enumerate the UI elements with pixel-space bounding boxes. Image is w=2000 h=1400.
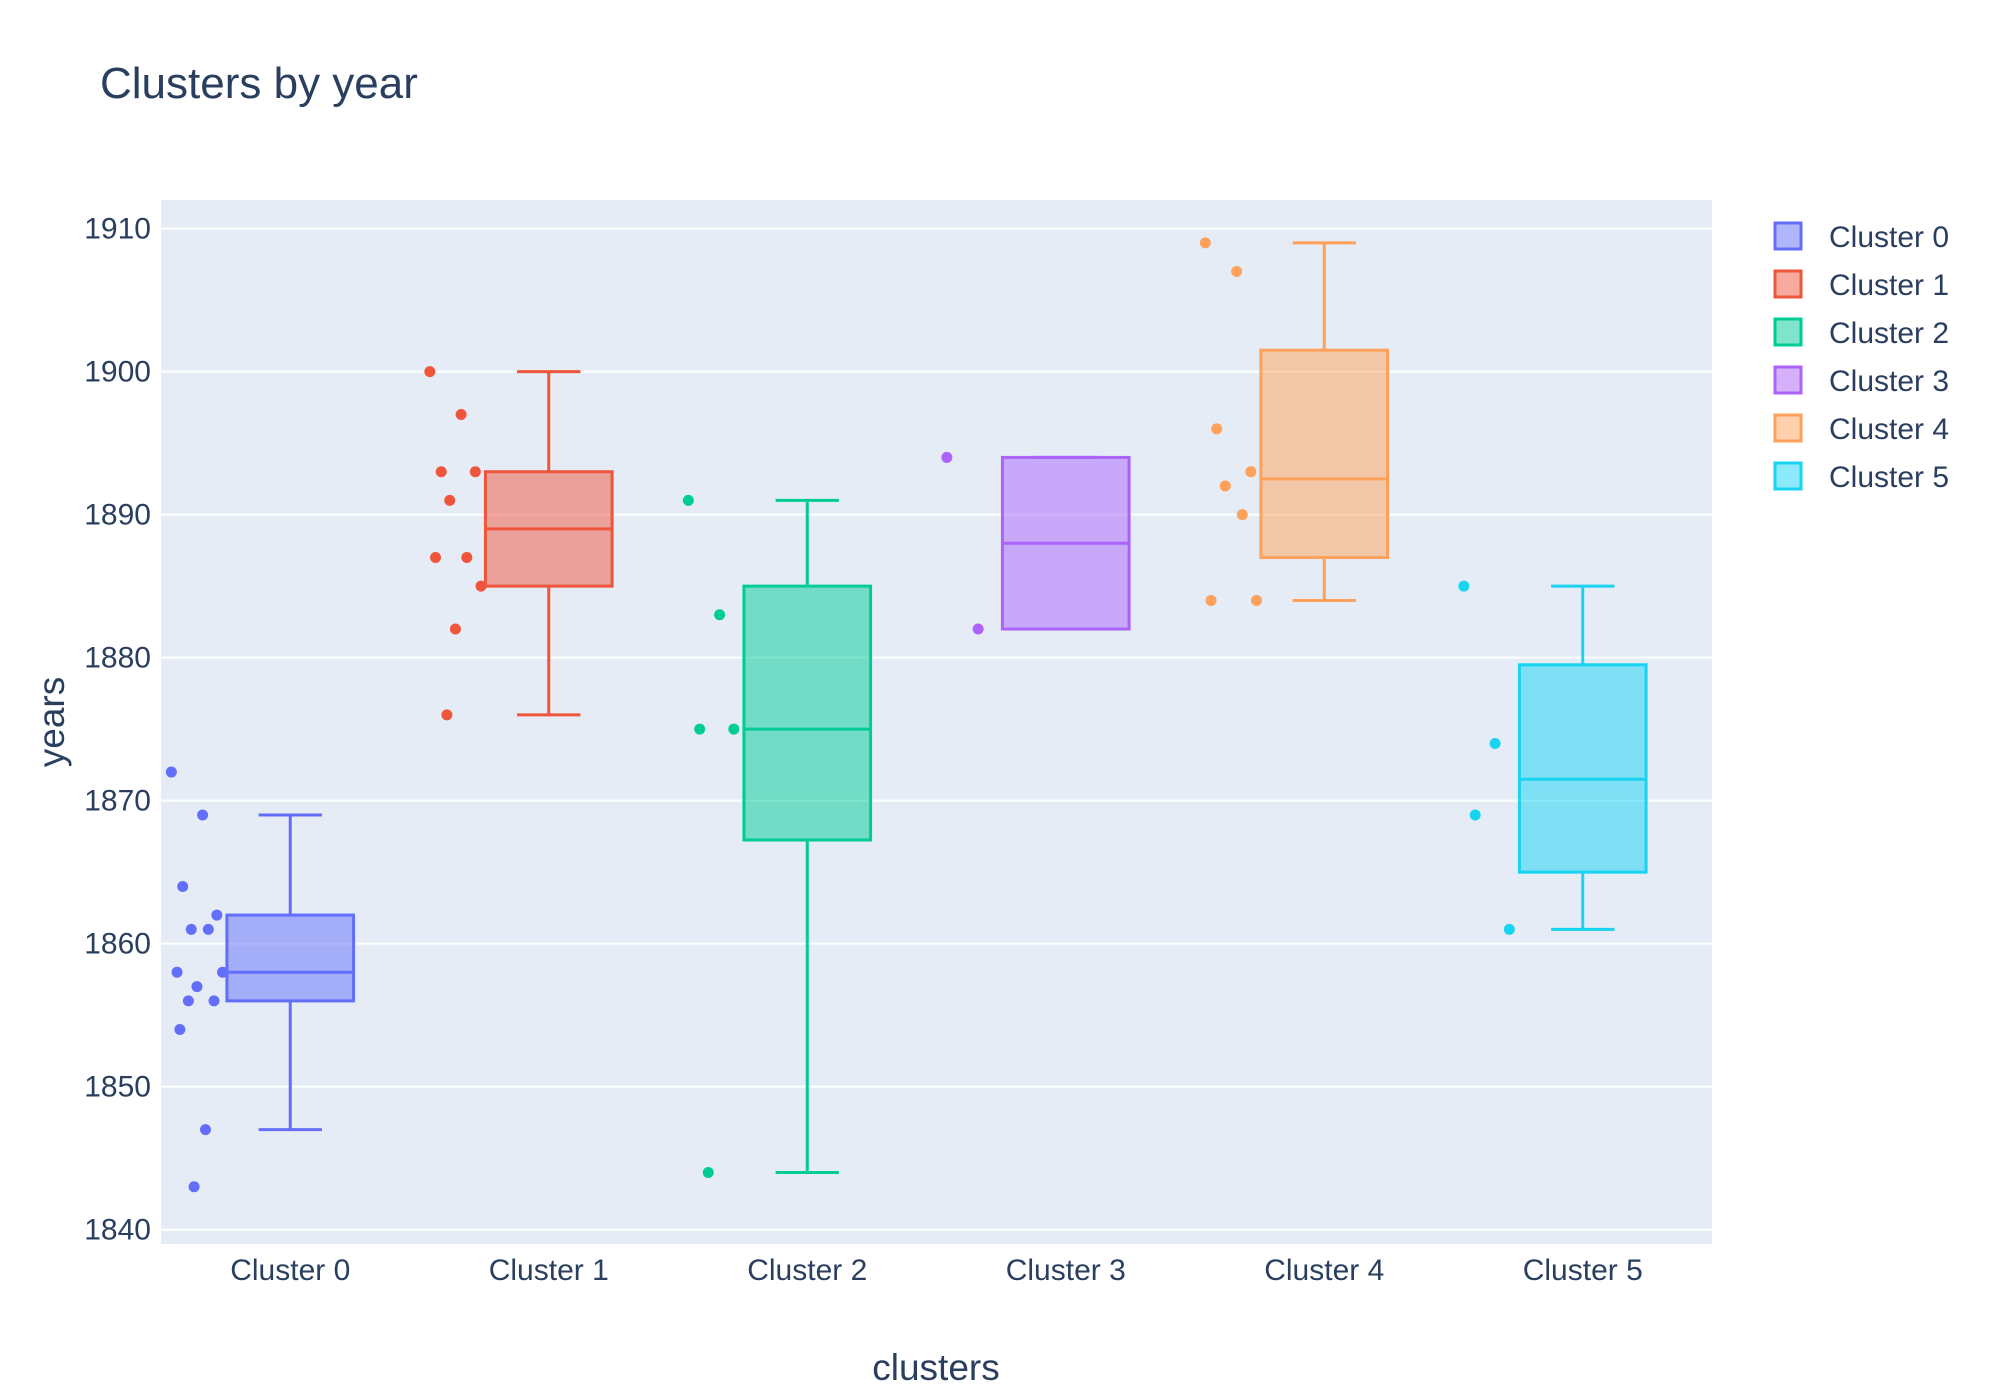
plot-area bbox=[161, 200, 1712, 1244]
data-point bbox=[185, 923, 197, 935]
chart-title: Clusters by year bbox=[100, 59, 418, 108]
data-point bbox=[702, 1166, 714, 1178]
gridlines bbox=[161, 227, 1712, 1231]
data-point bbox=[211, 909, 223, 921]
data-point bbox=[424, 366, 436, 378]
data-point bbox=[430, 552, 442, 564]
data-point bbox=[682, 494, 694, 506]
y-tick-label: 1890 bbox=[84, 499, 151, 532]
box-trace bbox=[941, 451, 1131, 635]
data-point bbox=[449, 623, 461, 635]
data-point bbox=[1231, 266, 1243, 278]
data-point bbox=[444, 494, 456, 506]
data-point bbox=[199, 1124, 211, 1136]
data-point bbox=[1489, 737, 1501, 749]
y-tick-label: 1910 bbox=[84, 213, 151, 246]
x-tick-label: Cluster 2 bbox=[747, 1254, 867, 1287]
data-point bbox=[165, 766, 177, 778]
data-point bbox=[441, 709, 453, 721]
legend-label: Cluster 1 bbox=[1829, 269, 1949, 302]
legend-item[interactable]: Cluster 0 bbox=[1773, 221, 1949, 254]
box bbox=[1259, 348, 1390, 560]
data-point bbox=[1245, 466, 1257, 478]
legend-swatch bbox=[1773, 461, 1803, 491]
legend-item[interactable]: Cluster 4 bbox=[1773, 413, 1949, 446]
legend-label: Cluster 4 bbox=[1829, 413, 1949, 446]
data-point bbox=[171, 966, 183, 978]
x-axis-title: clusters bbox=[872, 1347, 999, 1388]
legend-label: Cluster 3 bbox=[1829, 365, 1949, 398]
legend-swatch bbox=[1773, 365, 1803, 395]
legend-swatch bbox=[1773, 221, 1803, 251]
data-point bbox=[728, 723, 740, 735]
data-point bbox=[217, 966, 229, 978]
data-point bbox=[1251, 594, 1263, 606]
y-tick-label: 1850 bbox=[84, 1071, 151, 1104]
data-point bbox=[941, 451, 953, 463]
y-tick-label: 1860 bbox=[84, 928, 151, 961]
data-point bbox=[1503, 923, 1515, 935]
legend-label: Cluster 2 bbox=[1829, 317, 1949, 350]
data-point bbox=[1205, 594, 1217, 606]
y-tick-label: 1880 bbox=[84, 642, 151, 675]
x-tick-label: Cluster 5 bbox=[1523, 1254, 1643, 1287]
box bbox=[225, 913, 356, 1003]
data-point bbox=[435, 466, 447, 478]
box-trace bbox=[424, 366, 614, 721]
data-point bbox=[1219, 480, 1231, 492]
data-point bbox=[202, 923, 214, 935]
x-tick-labels: Cluster 0 Cluster 1 Cluster 2 Cluster 3 Clus… bbox=[230, 1254, 1643, 1287]
y-axis-title: years bbox=[31, 677, 72, 767]
box-trace bbox=[1199, 237, 1390, 606]
data-point bbox=[174, 1023, 186, 1035]
data-point bbox=[469, 466, 481, 478]
legend-swatch bbox=[1773, 413, 1803, 443]
legend-label: Cluster 5 bbox=[1829, 461, 1949, 494]
y-tick-label: 1900 bbox=[84, 356, 151, 389]
legend-item[interactable]: Cluster 1 bbox=[1773, 269, 1949, 302]
x-tick-label: Cluster 3 bbox=[1006, 1254, 1126, 1287]
data-point bbox=[461, 552, 473, 564]
data-point bbox=[1236, 509, 1248, 521]
data-point bbox=[1211, 423, 1223, 435]
box-trace bbox=[1458, 580, 1648, 935]
legend-item[interactable]: Cluster 5 bbox=[1773, 461, 1949, 494]
data-point bbox=[208, 995, 220, 1007]
data-point bbox=[455, 409, 467, 421]
box bbox=[742, 584, 873, 842]
legend-item[interactable]: Cluster 2 bbox=[1773, 317, 1949, 350]
box-trace bbox=[682, 494, 873, 1178]
legend-swatch bbox=[1773, 317, 1803, 347]
data-point bbox=[972, 623, 984, 635]
data-point bbox=[1458, 580, 1470, 592]
legend-item[interactable]: Cluster 3 bbox=[1773, 365, 1949, 398]
data-point bbox=[188, 1181, 200, 1193]
data-point bbox=[475, 580, 487, 592]
data-point bbox=[694, 723, 706, 735]
legend-swatch bbox=[1773, 269, 1803, 299]
data-point bbox=[714, 609, 726, 621]
y-tick-labels: 1840 1850 1860 1870 1880 1890 1900 1910 bbox=[84, 213, 151, 1247]
data-point bbox=[191, 981, 203, 993]
data-point bbox=[1469, 809, 1481, 821]
data-point bbox=[182, 995, 194, 1007]
box-traces bbox=[165, 237, 1648, 1193]
box-trace bbox=[165, 766, 356, 1193]
x-tick-label: Cluster 0 bbox=[230, 1254, 350, 1287]
data-point bbox=[177, 880, 189, 892]
box bbox=[1517, 663, 1648, 874]
data-point bbox=[1199, 237, 1211, 249]
x-tick-label: Cluster 4 bbox=[1264, 1254, 1384, 1287]
y-tick-label: 1840 bbox=[84, 1214, 151, 1247]
y-tick-label: 1870 bbox=[84, 785, 151, 818]
data-point bbox=[197, 809, 209, 821]
legend[interactable]: Cluster 0 Cluster 1 Cluster 2 Cluster 3 Clus… bbox=[1773, 221, 1949, 494]
legend-label: Cluster 0 bbox=[1829, 221, 1949, 254]
x-tick-label: Cluster 1 bbox=[489, 1254, 609, 1287]
